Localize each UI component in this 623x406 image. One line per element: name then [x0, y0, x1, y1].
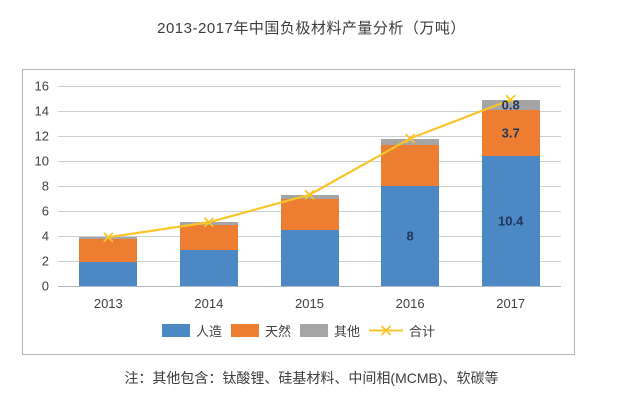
x-axis-tick-label: 2013: [93, 296, 123, 311]
y-axis-tick-label: 6: [41, 203, 49, 219]
legend-item-合计: 合计: [369, 321, 435, 340]
gridline: [58, 86, 561, 87]
gridline: [58, 136, 561, 137]
y-axis-tick-label: 10: [34, 153, 49, 169]
bar-segment-人造-2015: [280, 229, 339, 286]
legend-swatch-其他: [300, 323, 328, 337]
legend-item-其他: 其他: [300, 321, 360, 340]
chart-container: 0 2 4 6 8 10 12 14 16 2013 2014 2015 2016 2017 8 10.4 3.…: [22, 69, 575, 355]
gridline: [58, 111, 561, 112]
y-axis-tick-label: 12: [34, 128, 49, 144]
legend-line-icon: [369, 324, 404, 336]
total-line-x-marker: [404, 133, 416, 144]
x-axis-tick-label: 2017: [496, 296, 526, 311]
y-axis-tick-label: 4: [41, 228, 49, 244]
gridline: [58, 286, 561, 287]
total-line-chart: [103, 94, 516, 243]
data-label: 0.8: [501, 97, 520, 113]
y-axis-tick-label: 0: [41, 278, 49, 294]
bar-segment-天然-2014: [179, 224, 238, 250]
bar-segment-其他-2016: [381, 138, 440, 145]
legend-swatch-天然: [230, 323, 259, 337]
legend-swatch-人造: [161, 323, 190, 337]
bar-segment-天然-2016: [381, 144, 440, 186]
legend-label-其他: 其他: [334, 323, 361, 339]
y-axis-tick-label: 16: [34, 78, 49, 94]
bar-segment-人造-2014: [179, 249, 238, 286]
bar-segment-天然-2017: [481, 109, 540, 156]
data-label: 3.7: [501, 125, 520, 141]
x-axis-tick-label: 2014: [194, 296, 224, 311]
gridline: [58, 186, 561, 187]
total-line-x-marker: [103, 232, 114, 243]
x-axis-tick-label: 2016: [395, 296, 425, 311]
bar-segment-人造-2016: [381, 186, 440, 286]
data-label: 8: [406, 228, 414, 244]
legend: 人造 天然 其他 合计: [23, 321, 574, 340]
total-line: [108, 98, 512, 239]
legend-item-人造: 人造: [161, 321, 222, 340]
y-axis-tick-label: 2: [41, 253, 49, 269]
bar-segment-其他-2017: [481, 99, 540, 110]
plot-area: 0 2 4 6 8 10 12 14 16 2013 2014 2015 2016 2017 8 10.4 3.…: [35, 79, 561, 311]
bar-segment-人造-2013: [79, 262, 138, 286]
legend-line-marker-合计: [369, 324, 404, 337]
total-line-x-marker: [304, 189, 315, 200]
bar-segment-天然-2015: [280, 198, 339, 230]
legend-item-天然: 天然: [230, 321, 291, 340]
legend-label-人造: 人造: [195, 323, 222, 339]
gridline: [58, 161, 561, 162]
y-axis-tick-label: 8: [41, 178, 49, 194]
legend-label-天然: 天然: [264, 323, 291, 339]
legend-label-合计: 合计: [409, 323, 436, 339]
chart-title: 2013-2017年中国负极材料产量分析（万吨）: [157, 20, 466, 37]
footnote: 注：其他包含：钛酸锂、硅基材料、中间相(MCMB)、软碳等: [124, 370, 499, 386]
data-label: 10.4: [498, 213, 524, 229]
total-line-x-marker: [203, 217, 215, 228]
y-axis-tick-label: 14: [34, 103, 49, 119]
bar-segment-其他-2015: [280, 194, 339, 199]
bar-segment-天然-2013: [79, 238, 138, 263]
x-axis-tick-label: 2015: [295, 296, 324, 311]
bar-segment-人造-2017: [481, 156, 540, 286]
total-line-x-marker: [505, 94, 516, 105]
